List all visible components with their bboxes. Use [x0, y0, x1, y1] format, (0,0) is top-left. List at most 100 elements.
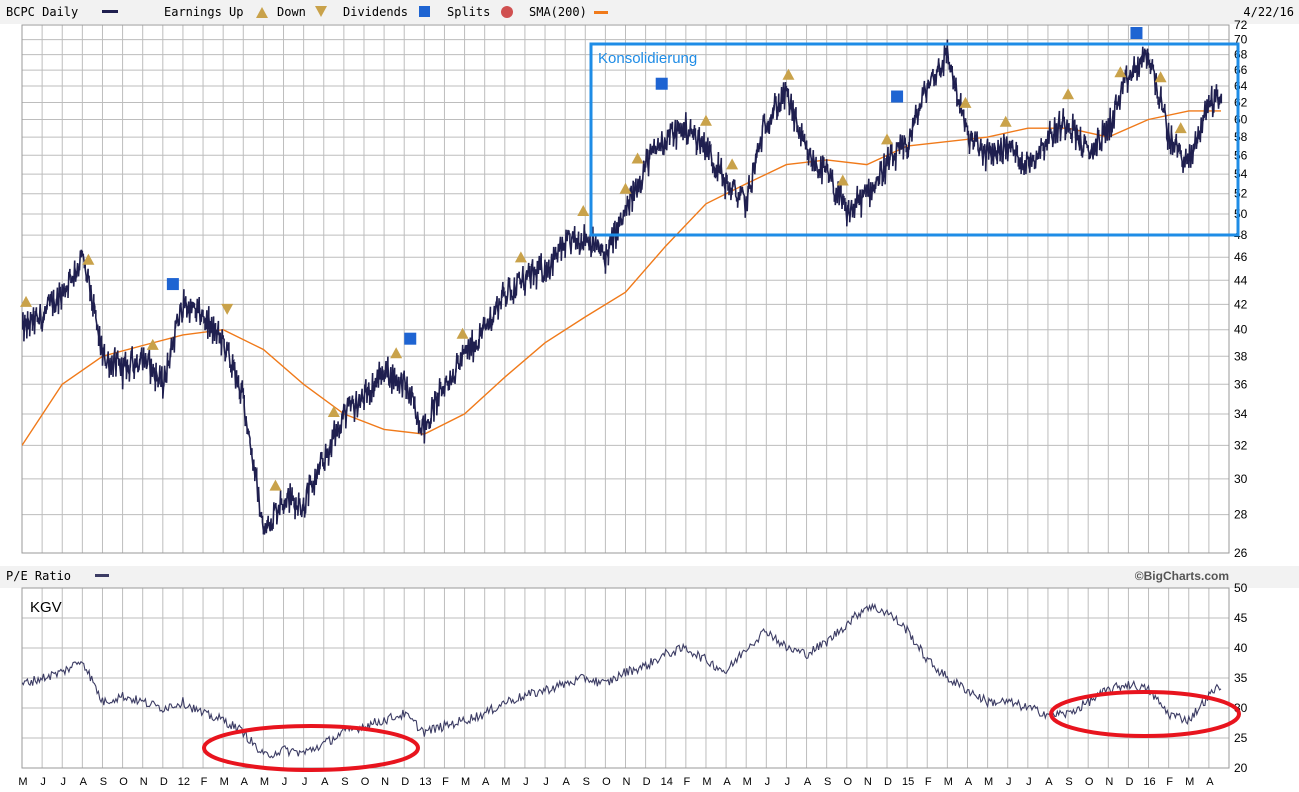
- x-tick-label: A: [482, 776, 490, 788]
- price-y-tick-label: 30: [1234, 472, 1248, 486]
- earnings-up-marker: [390, 347, 403, 359]
- pe-y-tick-label: 20: [1234, 761, 1248, 775]
- separator-bar: [0, 566, 1299, 588]
- x-tick-label: M: [1185, 776, 1194, 788]
- x-tick-label: 15: [902, 776, 914, 788]
- earnings-up-marker: [726, 158, 739, 170]
- sma-series: [22, 110, 1221, 446]
- x-tick-label: M: [461, 776, 470, 788]
- earnings-up-marker: [619, 182, 632, 194]
- earnings-up-marker: [631, 152, 644, 164]
- dividend-marker: [655, 77, 668, 90]
- x-tick-label: 12: [178, 776, 190, 788]
- earnings-up-marker: [1114, 66, 1127, 78]
- x-tick-label: D: [401, 776, 409, 788]
- earnings-up-marker: [146, 338, 159, 350]
- x-tick-label: D: [884, 776, 892, 788]
- x-tick-label: M: [220, 776, 229, 788]
- legend-symbol: BCPC Daily: [6, 5, 78, 19]
- x-tick-label: F: [201, 776, 208, 788]
- earnings-up-marker: [269, 479, 282, 491]
- x-tick-label: M: [501, 776, 510, 788]
- legend: BCPC Daily Earnings Up Down Dividends Sp…: [6, 5, 1294, 19]
- earnings-up-marker: [82, 253, 95, 265]
- x-axis: M J J A S O N D 12 F M A M J J A S O N D 13 F M A M J J A S O N D 14 F M A M…: [18, 776, 1214, 788]
- price-legend-swatch: [102, 10, 118, 13]
- x-tick-label: F: [683, 776, 690, 788]
- pe-y-tick-label: 45: [1234, 611, 1248, 625]
- dividend-legend-icon: [419, 6, 430, 17]
- pe-y-tick-label: 25: [1234, 731, 1248, 745]
- sub-legend: P/E Ratio ©BigCharts.com: [6, 569, 1229, 583]
- earnings-up-marker: [1154, 71, 1167, 83]
- x-tick-label: J: [1026, 776, 1032, 788]
- pe-grid: [21, 587, 1230, 769]
- earnings-down-marker: [221, 303, 234, 315]
- earnings-up-marker: [514, 251, 527, 263]
- pe-y-tick-label: 50: [1234, 581, 1248, 595]
- consolidation-box: [589, 42, 1240, 237]
- price-y-tick-label: 38: [1234, 349, 1248, 363]
- x-tick-label: O: [602, 776, 611, 788]
- price-y-tick-label: 62: [1234, 96, 1248, 110]
- x-tick-label: A: [804, 776, 812, 788]
- dividend-marker: [166, 278, 179, 291]
- x-tick-label: A: [1045, 776, 1053, 788]
- earnings-up-marker: [836, 174, 849, 186]
- x-tick-label: J: [523, 776, 529, 788]
- x-tick-label: J: [40, 776, 46, 788]
- x-tick-label: M: [743, 776, 752, 788]
- x-tick-label: N: [623, 776, 631, 788]
- pe-y-tick-label: 35: [1234, 671, 1248, 685]
- chart-date: 4/22/16: [1243, 5, 1294, 19]
- x-tick-label: J: [60, 776, 66, 788]
- price-y-tick-label: 56: [1234, 148, 1248, 162]
- earnings-up-marker: [1062, 88, 1075, 100]
- x-tick-label: A: [321, 776, 329, 788]
- x-tick-label: F: [925, 776, 932, 788]
- kgv-label: KGV: [30, 599, 62, 616]
- earnings-up-marker: [20, 295, 33, 307]
- x-tick-label: A: [80, 776, 88, 788]
- price-y-tick-label: 28: [1234, 508, 1248, 522]
- x-tick-label: J: [302, 776, 308, 788]
- x-tick-label: S: [341, 776, 348, 788]
- legend-bar: [0, 0, 1299, 24]
- price-grid: [21, 24, 1230, 554]
- price-y-axis: 2628303234363840424446485052545658606264…: [1234, 18, 1248, 560]
- price-y-tick-label: 52: [1234, 187, 1248, 201]
- price-y-tick-label: 58: [1234, 130, 1248, 144]
- x-tick-label: J: [543, 776, 549, 788]
- price-y-tick-label: 50: [1234, 207, 1248, 221]
- sma-legend-swatch: [594, 11, 608, 14]
- legend-earnings-up: Earnings Up: [164, 5, 243, 19]
- price-y-tick-label: 26: [1234, 546, 1248, 560]
- x-tick-label: M: [944, 776, 953, 788]
- pe-legend-label: P/E Ratio: [6, 569, 71, 583]
- x-tick-label: O: [119, 776, 128, 788]
- earnings-up-legend-icon: [256, 7, 268, 18]
- x-tick-label: A: [562, 776, 570, 788]
- x-tick-label: N: [140, 776, 148, 788]
- price-y-tick-label: 40: [1234, 323, 1248, 337]
- earnings-up-marker: [577, 204, 590, 216]
- x-tick-label: M: [702, 776, 711, 788]
- x-tick-label: 14: [661, 776, 673, 788]
- x-tick-label: S: [824, 776, 831, 788]
- x-tick-label: F: [1166, 776, 1173, 788]
- x-tick-label: N: [864, 776, 872, 788]
- consolidation-annotation: Konsolidierung: [589, 42, 1240, 237]
- x-tick-label: M: [18, 776, 27, 788]
- x-tick-label: D: [643, 776, 651, 788]
- price-series: [22, 39, 1223, 535]
- price-line: [22, 39, 1223, 535]
- earnings-up-marker: [1174, 122, 1187, 134]
- dividend-marker: [1130, 27, 1143, 39]
- price-y-tick-label: 72: [1234, 18, 1248, 32]
- earnings-up-marker: [999, 115, 1012, 127]
- dividend-marker: [891, 90, 904, 103]
- sma-line: [22, 110, 1221, 446]
- dividend-marker: [404, 332, 417, 345]
